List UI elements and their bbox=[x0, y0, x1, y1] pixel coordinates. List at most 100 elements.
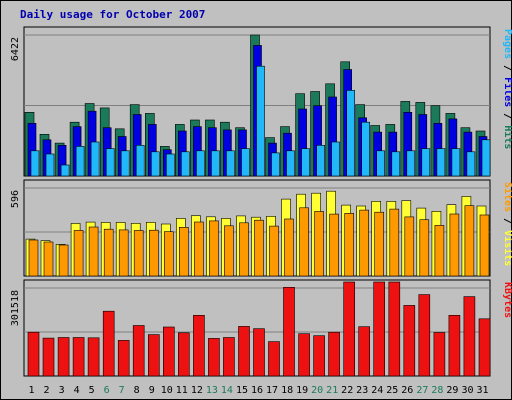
bar-kbytes-day-21 bbox=[328, 331, 340, 377]
bar-sites-day-27 bbox=[419, 219, 430, 277]
day-label-8: 8 bbox=[134, 385, 140, 396]
day-label-28: 28 bbox=[431, 385, 443, 396]
middle-panel-legend-text: Sites / Visits bbox=[502, 182, 512, 266]
bar-pages-day-27 bbox=[421, 148, 431, 177]
day-label-29: 29 bbox=[446, 385, 458, 396]
day-label-24: 24 bbox=[371, 385, 383, 396]
bar-pages-day-5 bbox=[90, 141, 100, 177]
bar-kbytes-day-18 bbox=[283, 286, 295, 377]
bar-sites-day-30 bbox=[464, 205, 475, 277]
bar-sites-day-5 bbox=[88, 226, 99, 277]
top-panel-legend: Pages / Files / Hits bbox=[502, 29, 512, 149]
bar-sites-day-6 bbox=[103, 228, 114, 277]
top-panel-max-label: 6422 bbox=[10, 37, 21, 61]
bottom-panel-legend: KBytes bbox=[502, 282, 512, 318]
bar-kbytes-day-11 bbox=[178, 332, 190, 377]
bar-pages-day-25 bbox=[391, 151, 401, 177]
bar-pages-day-29 bbox=[451, 148, 461, 177]
bar-kbytes-day-31 bbox=[478, 318, 491, 377]
bar-kbytes-day-16 bbox=[253, 328, 265, 377]
bar-sites-day-8 bbox=[133, 230, 144, 277]
legend-pages: Pages bbox=[502, 29, 512, 59]
legend-hits: Hits bbox=[502, 125, 512, 149]
bar-kbytes-day-24 bbox=[373, 281, 386, 377]
bar-kbytes-day-1 bbox=[27, 331, 40, 377]
bar-pages-day-30 bbox=[466, 151, 476, 177]
middle-panel-max-label: 596 bbox=[10, 190, 21, 208]
bar-sites-day-7 bbox=[118, 229, 129, 277]
bar-kbytes-day-22 bbox=[343, 281, 356, 377]
bar-pages-day-10 bbox=[166, 153, 175, 177]
bar-pages-day-4 bbox=[75, 146, 85, 177]
legend-kbytes: KBytes bbox=[502, 282, 512, 318]
bar-kbytes-day-17 bbox=[268, 341, 280, 377]
bar-pages-day-16 bbox=[256, 65, 265, 177]
legend-separator: / bbox=[502, 59, 512, 77]
bar-pages-day-3 bbox=[60, 164, 70, 177]
legend-separator: / bbox=[502, 107, 512, 125]
bottom-panel: 301518 KBytes bbox=[10, 279, 512, 377]
day-label-12: 12 bbox=[191, 385, 203, 396]
bar-pages-day-19 bbox=[301, 148, 310, 177]
bar-sites-day-21 bbox=[329, 213, 339, 277]
day-label-25: 25 bbox=[386, 385, 398, 396]
bar-kbytes-day-13 bbox=[208, 338, 220, 377]
bar-sites-day-26 bbox=[404, 216, 415, 277]
day-label-26: 26 bbox=[401, 385, 413, 396]
bar-pages-day-8 bbox=[135, 145, 145, 177]
bar-kbytes-day-6 bbox=[102, 310, 115, 377]
legend-sites: Sites bbox=[502, 182, 512, 212]
bar-pages-day-1 bbox=[30, 150, 40, 177]
day-label-18: 18 bbox=[281, 385, 293, 396]
day-label-3: 3 bbox=[59, 385, 65, 396]
day-label-27: 27 bbox=[416, 385, 428, 396]
bar-pages-day-2 bbox=[45, 153, 55, 177]
bar-pages-day-7 bbox=[120, 150, 130, 177]
bar-sites-day-14 bbox=[224, 225, 234, 277]
bar-pages-day-14 bbox=[226, 150, 235, 177]
bar-pages-day-12 bbox=[196, 150, 205, 177]
bar-sites-day-12 bbox=[194, 221, 204, 277]
day-label-10: 10 bbox=[161, 385, 173, 396]
day-label-1: 1 bbox=[28, 385, 34, 396]
bar-kbytes-day-19 bbox=[298, 333, 310, 377]
bar-kbytes-day-2 bbox=[42, 337, 55, 377]
top-panel: 6422 Pages / Files / Hits bbox=[10, 26, 512, 177]
top-panel-legend-text: Pages / Files / Hits bbox=[502, 29, 512, 149]
day-label-16: 16 bbox=[251, 385, 263, 396]
bar-kbytes-day-29 bbox=[448, 314, 461, 377]
bar-sites-day-19 bbox=[299, 207, 309, 277]
chart-title: Daily usage for October 2007 bbox=[20, 8, 205, 21]
bar-pages-day-20 bbox=[316, 145, 325, 177]
middle-panel: 596 Sites / Visits bbox=[10, 179, 512, 277]
bar-pages-day-11 bbox=[181, 151, 190, 177]
bar-sites-day-3 bbox=[58, 244, 69, 277]
bar-pages-day-6 bbox=[105, 148, 115, 177]
day-label-21: 21 bbox=[326, 385, 338, 396]
bar-sites-day-4 bbox=[73, 230, 84, 277]
bar-kbytes-day-4 bbox=[72, 337, 85, 377]
day-label-11: 11 bbox=[176, 385, 188, 396]
top-panel-bars bbox=[24, 34, 491, 177]
bar-kbytes-day-12 bbox=[193, 314, 205, 377]
bar-sites-day-1 bbox=[28, 239, 39, 277]
day-label-19: 19 bbox=[296, 385, 308, 396]
bar-kbytes-day-7 bbox=[117, 340, 130, 377]
bar-kbytes-day-8 bbox=[132, 325, 145, 377]
bar-sites-day-13 bbox=[209, 220, 219, 277]
day-label-14: 14 bbox=[221, 385, 233, 396]
day-label-30: 30 bbox=[461, 385, 473, 396]
bar-kbytes-day-10 bbox=[163, 326, 175, 377]
bar-kbytes-day-25 bbox=[388, 281, 401, 377]
bar-pages-day-28 bbox=[436, 148, 446, 177]
bar-sites-day-11 bbox=[179, 227, 189, 277]
bar-kbytes-day-14 bbox=[223, 337, 235, 377]
bar-kbytes-day-3 bbox=[57, 337, 70, 377]
bar-kbytes-day-5 bbox=[87, 337, 100, 377]
middle-panel-bars bbox=[25, 190, 490, 277]
bar-sites-day-15 bbox=[239, 222, 249, 277]
day-label-9: 9 bbox=[149, 385, 155, 396]
middle-panel-legend: Sites / Visits bbox=[502, 182, 512, 266]
day-axis-labels: 1 2 3 4 5 6 7 8 9 10 11 12 13 14 15 16 17 18 19 20 21 22 23 24 2… bbox=[28, 385, 488, 396]
bar-pages-day-18 bbox=[286, 150, 295, 177]
